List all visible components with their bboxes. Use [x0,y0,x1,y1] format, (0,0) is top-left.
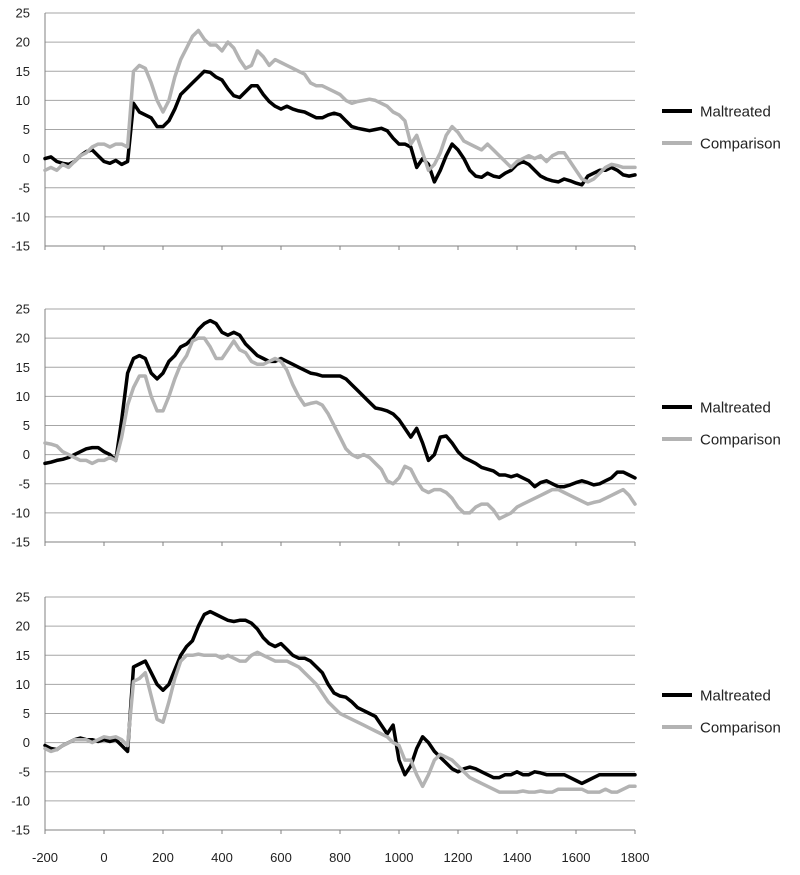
x-tick-label: 400 [211,850,233,865]
chart-panel-3: 25 20 15 10 5 0 -5 -10 -15-200 0 200 400 600 800 1000 1… [11,590,781,866]
y-tick-label: -5 [18,180,30,195]
legend-label-comparison: Comparison [700,136,781,153]
y-tick-label: 0 [23,735,30,750]
y-tick-label: 15 [16,360,30,375]
y-tick-label: -10 [11,209,30,224]
legend-label-comparison: Comparison [700,720,781,737]
y-tick-label: -10 [11,793,30,808]
y-tick-label: -5 [18,476,30,491]
y-tick-label: 0 [23,151,30,166]
series-line-maltreated [43,69,637,187]
x-tick-label: 200 [152,850,174,865]
x-tick-label: 800 [329,850,351,865]
y-tick-label: -10 [11,505,30,520]
y-tick-label: 15 [16,648,30,663]
x-tick-label: 0 [100,850,107,865]
y-tick-label: 20 [16,331,30,346]
x-tick-label: 1000 [385,850,414,865]
legend-label-comparison: Comparison [700,432,781,449]
series-line-maltreated [43,609,637,786]
y-tick-label: -15 [11,239,30,254]
legend-label-maltreated: Maltreated [700,400,771,417]
x-tick-label: 1800 [621,850,650,865]
x-tick-label: 1200 [444,850,473,865]
y-tick-label: 10 [16,677,30,692]
y-tick-label: 5 [23,706,30,721]
y-tick-label: 20 [16,35,30,50]
y-tick-label: 25 [16,590,30,605]
y-tick-label: -5 [18,764,30,779]
y-tick-label: 5 [23,418,30,433]
y-tick-label: -15 [11,823,30,838]
y-tick-label: 10 [16,93,30,108]
series-line-comparison [43,650,637,794]
y-tick-label: -15 [11,535,30,550]
y-tick-label: 0 [23,447,30,462]
y-tick-label: 5 [23,122,30,137]
x-tick-label: -200 [32,850,58,865]
y-tick-label: 25 [16,302,30,317]
y-tick-label: 25 [16,6,30,21]
y-tick-label: 15 [16,64,30,79]
x-tick-label: 1600 [562,850,591,865]
chart-panel-2: 25 20 15 10 5 0 -5 -10 -15 Maltreated Comparison [11,302,781,550]
series-line-comparison [43,28,637,184]
legend-label-maltreated: Maltreated [700,688,771,705]
chart-panel-1: 25 20 15 10 5 0 -5 -10 -15 Maltreated Comparison [11,6,781,254]
y-tick-label: 10 [16,389,30,404]
x-tick-label: 1400 [503,850,532,865]
y-tick-label: 20 [16,619,30,634]
series-line-comparison [43,336,637,521]
legend-label-maltreated: Maltreated [700,104,771,121]
x-tick-label: 600 [270,850,292,865]
series-line-maltreated [43,318,637,489]
